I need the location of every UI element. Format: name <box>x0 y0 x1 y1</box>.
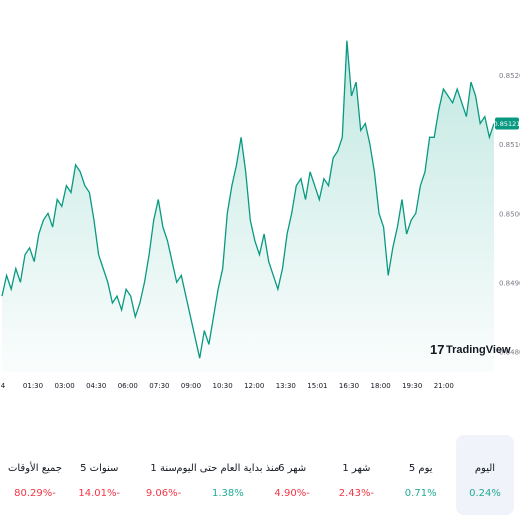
area-layer <box>1 40 495 372</box>
x-tick-label: 18:00 <box>371 382 391 390</box>
period-tab[interactable]: 5 سنوات 14.01%- <box>70 435 128 515</box>
tradingview-watermark: 17 TradingView <box>430 342 511 357</box>
period-label: منذ بداية العام حتى اليوم <box>176 463 280 474</box>
y-tick-label: 0.84900 <box>499 279 520 287</box>
tradingview-logo-icon: 17 <box>430 342 444 357</box>
x-tick-label: 03:00 <box>55 382 75 390</box>
period-change-value: 14.01%- <box>78 488 121 499</box>
x-tick-label: 01:30 <box>23 382 43 390</box>
period-label: 6 شهر <box>278 463 307 474</box>
x-tick-label: 04:30 <box>86 382 106 390</box>
period-change-value: 9.06%- <box>145 488 182 499</box>
period-change-value: 4.90%- <box>274 488 310 499</box>
last-price-marker: 0.85121 <box>494 117 520 130</box>
x-tick-label: 07:30 <box>149 382 169 390</box>
period-tab[interactable]: 6 شهر 4.90%- <box>263 435 321 515</box>
period-tab[interactable]: 1 شهر 2.43%- <box>327 435 385 515</box>
chart-svg[interactable]: 0.85200 0.85100 0.85000 0.84900 0.84800 4 01:… <box>0 0 520 395</box>
x-tick-label: 19:30 <box>402 382 422 390</box>
x-tick-label: 16:30 <box>339 382 359 390</box>
period-change-value: 80.29%- <box>14 488 56 499</box>
x-tick-label: 10:30 <box>213 382 233 390</box>
period-label: 5 سنوات <box>80 463 119 474</box>
period-change-value: 0.24% <box>469 488 501 499</box>
period-label: جميع الأوقات <box>7 463 63 474</box>
x-tick-label: 09:00 <box>181 382 201 390</box>
period-tab[interactable]: 1 سنة 9.06%- <box>135 435 193 515</box>
y-tick-label: 0.85000 <box>499 210 520 218</box>
period-tab[interactable]: 5 يوم 0.71% <box>392 435 450 515</box>
period-tab[interactable]: منذ بداية العام حتى اليوم 1.38% <box>176 435 279 515</box>
price-chart[interactable]: 0.85200 0.85100 0.85000 0.84900 0.84800 4 01:… <box>0 0 520 395</box>
period-change-value: 1.38% <box>211 488 244 499</box>
x-tick-label: 06:00 <box>118 382 138 390</box>
period-label: 1 سنة <box>150 463 177 474</box>
y-tick-label: 0.84800 <box>499 348 520 356</box>
price-area <box>2 40 494 372</box>
performance-periods: اليوم 0.24% 5 يوم 0.71% 1 شهر 2.43%- 6 شهر 4.90… <box>0 435 520 520</box>
x-tick-label: 4 <box>1 382 6 390</box>
period-label: اليوم <box>474 463 496 474</box>
price-line <box>1 40 495 359</box>
x-axis: 4 01:30 03:00 04:30 06:00 07:30 09:00 10:30 12:0… <box>1 382 454 390</box>
period-change-value: 0.71% <box>404 488 437 499</box>
period-label: 5 يوم <box>408 463 433 474</box>
x-tick-label: 12:00 <box>244 382 264 390</box>
last-price-badge <box>495 117 519 130</box>
last-price-label: 0.85121 <box>494 120 520 128</box>
x-tick-label: 13:30 <box>276 382 296 390</box>
tradingview-wordmark: TradingView <box>446 344 511 356</box>
period-tab[interactable]: جميع الأوقات 80.29%- <box>6 435 64 515</box>
period-tab[interactable]: اليوم 0.24% <box>455 435 514 515</box>
period-change-value: 2.43%- <box>338 488 375 499</box>
y-tick-label: 0.85200 <box>499 72 520 80</box>
y-tick-label: 0.85100 <box>499 141 520 149</box>
y-axis: 0.85200 0.85100 0.85000 0.84900 0.84800 <box>499 72 520 356</box>
x-tick-label: 21:00 <box>434 382 454 390</box>
period-label: 1 شهر <box>342 463 371 474</box>
x-tick-label: 15:01 <box>307 382 327 390</box>
